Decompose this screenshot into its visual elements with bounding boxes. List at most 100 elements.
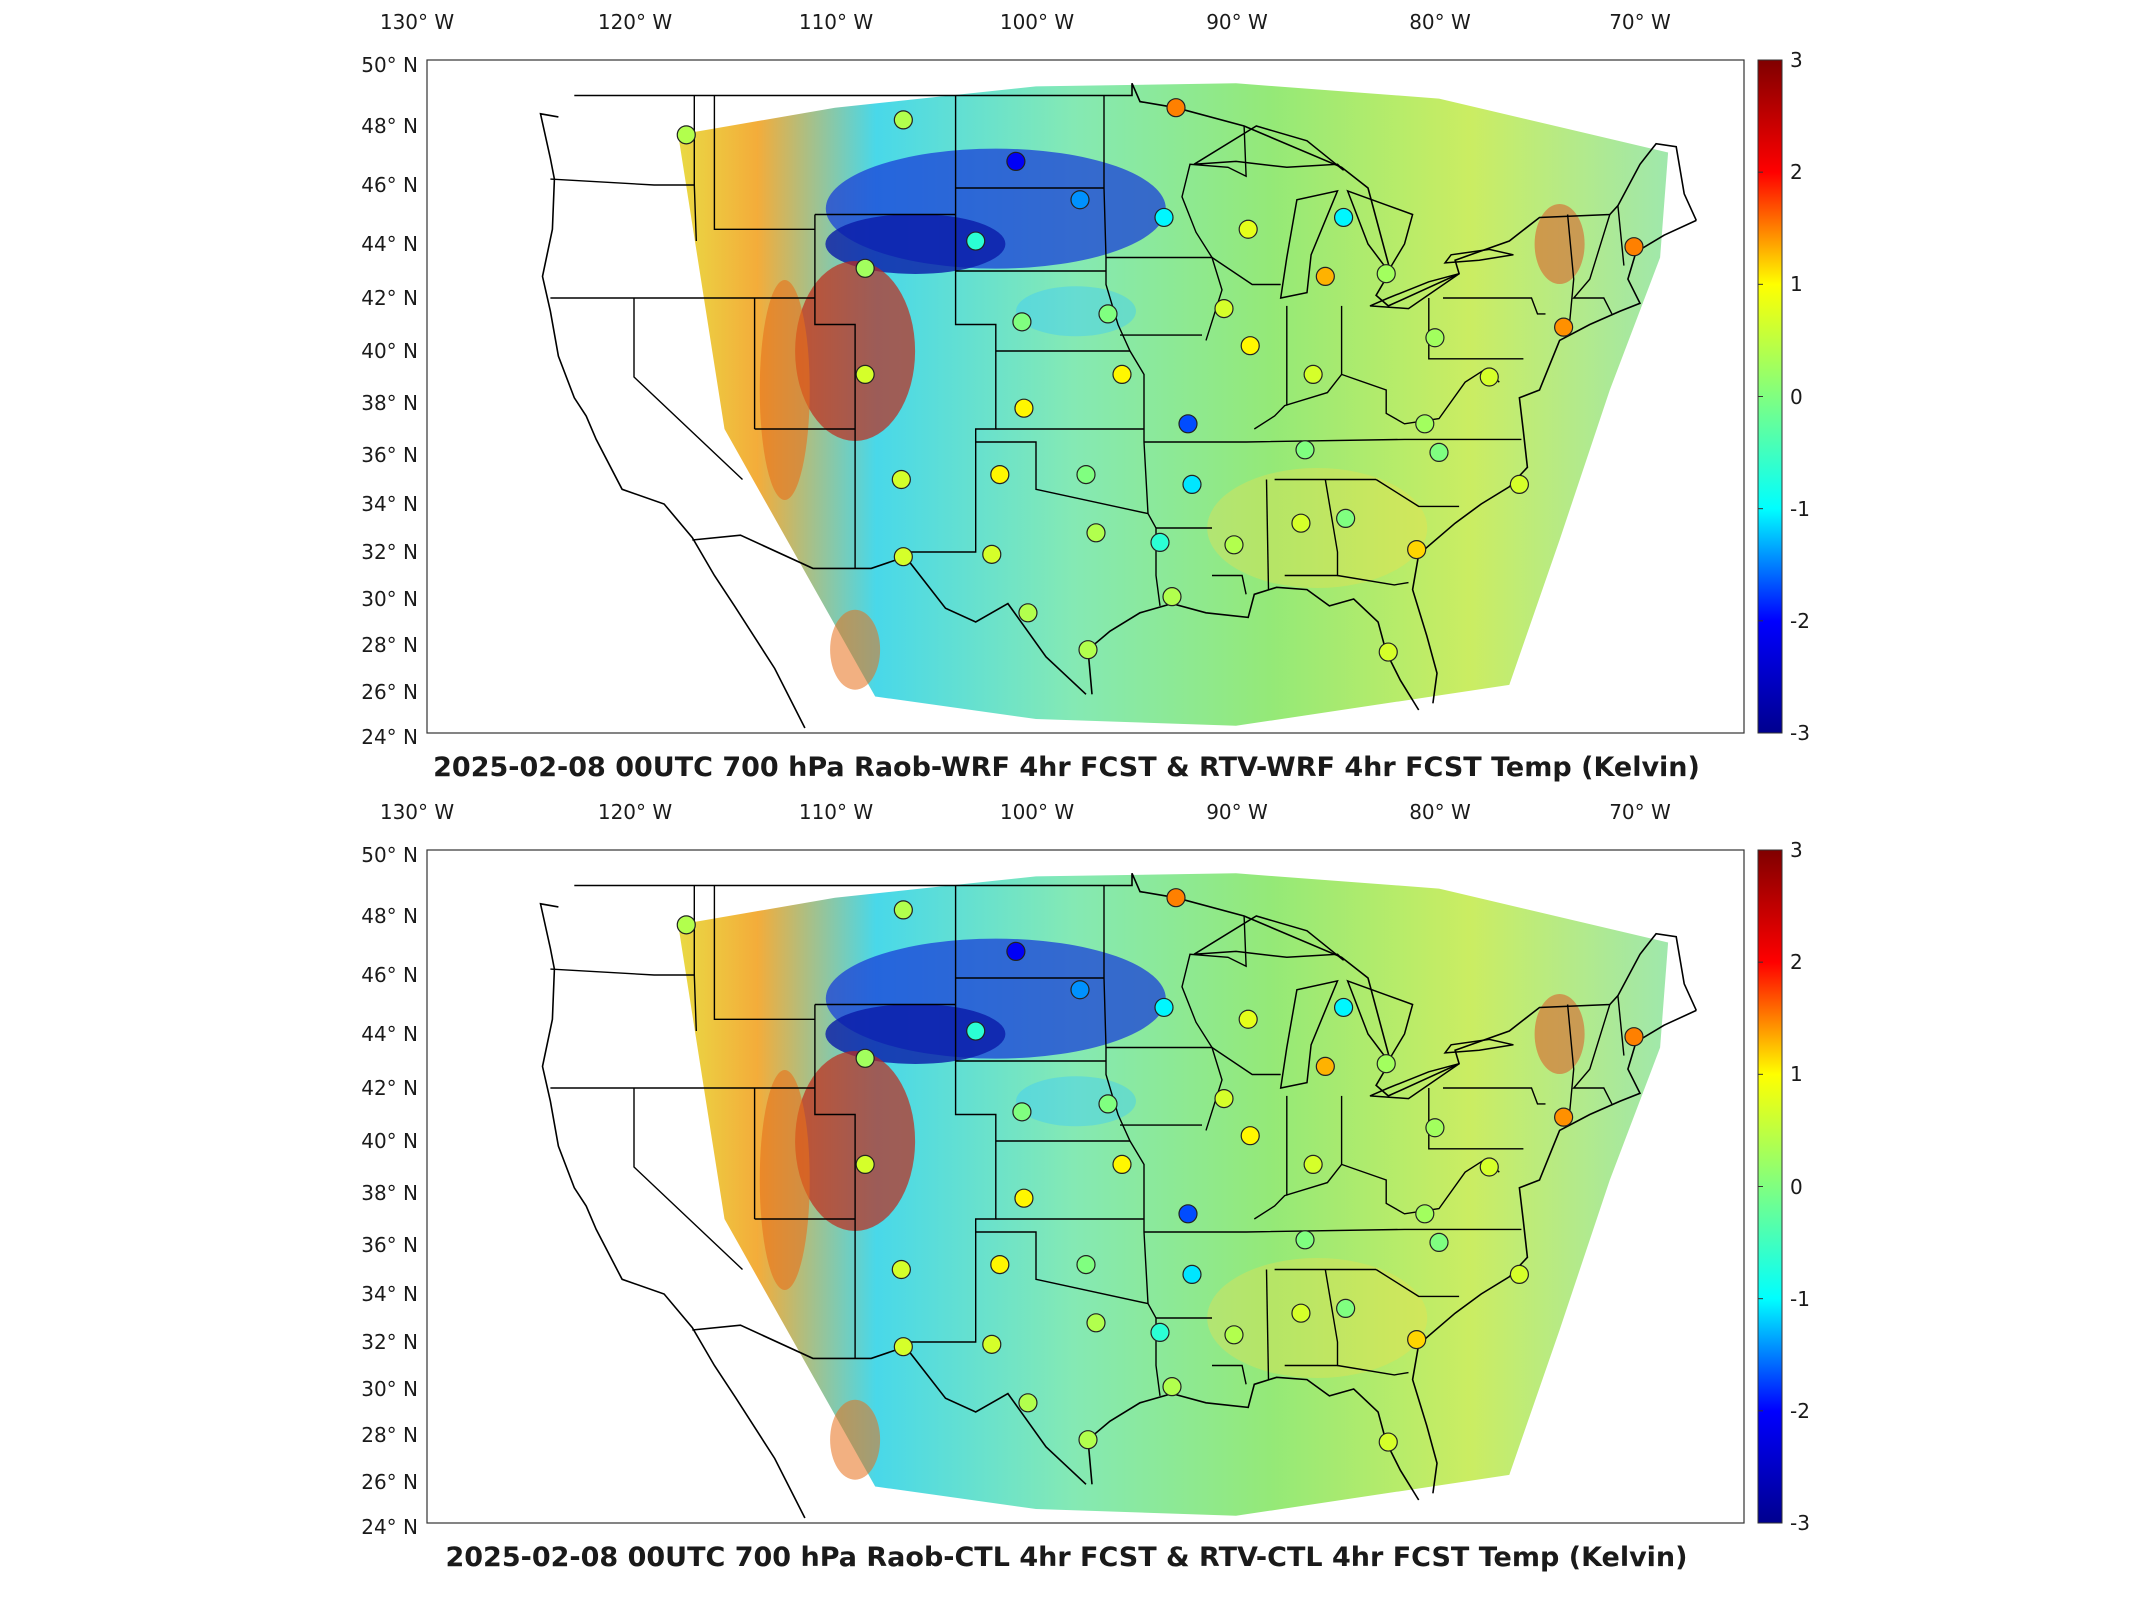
anomaly-region xyxy=(759,280,810,500)
raob-station-marker xyxy=(893,110,913,130)
raob-station-marker xyxy=(966,1021,986,1041)
state-boundary xyxy=(1428,298,1524,360)
raob-station-marker xyxy=(1018,603,1038,623)
coastline xyxy=(574,872,1698,1097)
raob-station-marker xyxy=(855,1154,875,1174)
latitude-tick-label: 26° N xyxy=(361,1470,418,1494)
latitude-tick-label: 30° N xyxy=(361,1377,418,1401)
state-boundary xyxy=(975,441,1149,515)
raob-station-marker xyxy=(1076,1255,1096,1275)
latitude-tick-label: 48° N xyxy=(361,114,418,138)
raob-station-marker xyxy=(1166,98,1186,118)
raob-station-marker xyxy=(1112,364,1132,384)
anomaly-region xyxy=(1207,468,1428,588)
state-boundary xyxy=(1375,1268,1460,1298)
state-boundary xyxy=(1566,1004,1575,1112)
raob-station-marker xyxy=(1224,535,1244,555)
raob-station-marker xyxy=(1479,1157,1499,1177)
coastline xyxy=(1411,219,1697,704)
raob-station-marker xyxy=(1295,440,1315,460)
raob-station-marker xyxy=(855,258,875,278)
longitude-tick-label: 100° W xyxy=(999,800,1075,824)
longitude-tick-label: 130° W xyxy=(379,10,455,34)
lake-outline xyxy=(1279,979,1339,1089)
raob-station-marker xyxy=(1006,941,1026,961)
raob-station-marker xyxy=(1407,1329,1427,1350)
coastline xyxy=(692,1324,1087,1485)
raob-station-marker xyxy=(1154,207,1174,228)
raob-station-marker xyxy=(1214,299,1234,319)
raob-station-marker xyxy=(1336,1298,1356,1319)
colorbar-tick-label: -2 xyxy=(1790,1398,1810,1423)
latitude-tick-label: 38° N xyxy=(361,391,418,415)
raob-station-marker xyxy=(1018,1393,1038,1413)
raob-station-marker xyxy=(1098,1094,1118,1114)
lake-outline xyxy=(1369,1062,1460,1100)
anomaly-region xyxy=(1016,286,1136,337)
longitude-tick-label: 130° W xyxy=(379,800,455,824)
state-boundary xyxy=(1265,1269,1270,1380)
anomaly-region xyxy=(1207,1258,1428,1378)
raob-station-marker xyxy=(1076,465,1096,485)
raob-station-marker xyxy=(966,231,986,251)
raob-station-marker xyxy=(1238,1009,1258,1029)
raob-station-marker xyxy=(1154,997,1174,1018)
state-boundary xyxy=(814,1004,856,1359)
raob-station-marker xyxy=(1291,1303,1311,1323)
state-boundary xyxy=(1253,1158,1500,1220)
raob-station-marker xyxy=(1240,336,1260,356)
longitude-tick-label: 90° W xyxy=(1206,800,1268,824)
state-boundary xyxy=(1443,1087,1546,1105)
lake-outline xyxy=(1279,189,1339,299)
raob-station-marker xyxy=(1070,190,1090,210)
longitude-tick-label: 90° W xyxy=(1206,10,1268,34)
latitude-tick-label: 46° N xyxy=(361,173,418,197)
latitude-tick-label: 44° N xyxy=(361,232,418,256)
raob-station-marker xyxy=(1425,1118,1445,1138)
raob-station-marker xyxy=(1333,207,1354,228)
raob-station-marker xyxy=(982,1334,1002,1354)
coastline xyxy=(1087,586,1420,711)
colorbar-tick-label: 3 xyxy=(1790,838,1803,862)
raob-station-marker xyxy=(1166,888,1186,908)
raob-station-marker xyxy=(893,547,913,567)
latitude-tick-label: 50° N xyxy=(361,843,418,867)
raob-station-marker xyxy=(1182,1264,1202,1284)
state-boundary xyxy=(1106,256,1281,286)
state-boundary xyxy=(713,95,815,231)
raob-station-marker xyxy=(855,1048,875,1068)
colorbar-tick-label: -1 xyxy=(1790,496,1810,521)
latitude-tick-label: 32° N xyxy=(361,1330,418,1354)
coastline xyxy=(539,902,806,1519)
map-plot-area xyxy=(426,849,1783,1524)
latitude-tick-label: 36° N xyxy=(361,443,418,467)
state-boundary xyxy=(814,214,856,569)
anomaly-region xyxy=(825,214,1006,274)
longitude-tick-label: 70° W xyxy=(1609,10,1671,34)
raob-station-marker xyxy=(1224,1325,1244,1345)
coastline xyxy=(539,112,806,729)
state-boundary xyxy=(1428,1088,1524,1150)
raob-station-marker xyxy=(1479,367,1499,387)
raob-station-marker xyxy=(1624,1027,1644,1047)
raob-station-marker xyxy=(1415,414,1435,434)
raob-station-marker xyxy=(1086,523,1106,543)
anomaly-region xyxy=(830,1399,881,1480)
colorbar-tick-label: 0 xyxy=(1790,1174,1803,1199)
anomaly-region xyxy=(825,1004,1006,1064)
latitude-tick-label: 28° N xyxy=(361,1423,418,1447)
raob-station-marker xyxy=(855,364,875,384)
raob-station-marker xyxy=(1333,997,1354,1018)
raob-station-marker xyxy=(676,915,696,935)
panel-title: 2025-02-08 00UTC 700 hPa Raob-WRF 4hr FC… xyxy=(433,752,1700,783)
raob-station-marker xyxy=(1509,474,1530,494)
latitude-tick-label: 28° N xyxy=(361,633,418,657)
raob-station-marker xyxy=(1150,1322,1170,1343)
state-boundary xyxy=(1284,1269,1339,1367)
raob-station-marker xyxy=(982,544,1002,564)
raob-station-marker xyxy=(893,1337,913,1357)
state-boundary xyxy=(1566,214,1575,322)
colorbar-tick-label: -3 xyxy=(1790,1511,1810,1535)
latitude-tick-label: 34° N xyxy=(361,1282,418,1306)
raob-station-marker xyxy=(1315,1056,1335,1076)
